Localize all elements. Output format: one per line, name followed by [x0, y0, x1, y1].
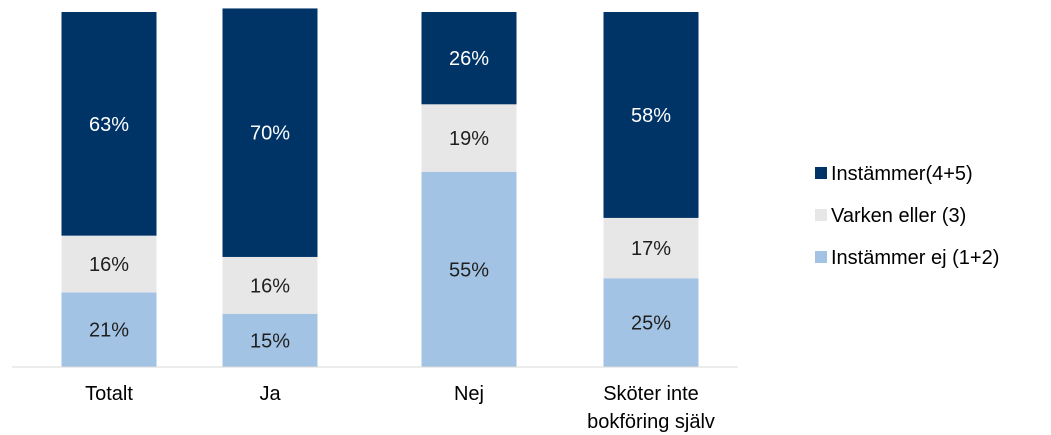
bar-segment	[61, 235, 157, 293]
bar-segment	[421, 104, 517, 172]
legend-item: Varken eller (3)	[815, 205, 966, 227]
bars-group: 21% 16% 63% 15% 16% 70% 55% 19% 26% 25% 17% 58%	[61, 8, 699, 367]
bar-segment	[421, 12, 517, 105]
bar-segment	[603, 278, 699, 367]
bar-segment	[61, 292, 157, 367]
category-label: Ja	[259, 383, 281, 405]
data-label: 25%	[631, 313, 671, 335]
data-label: 26%	[449, 48, 489, 70]
legend-label: Instämmer(4+5)	[831, 163, 973, 185]
bar-segment	[603, 217, 699, 279]
data-label: 58%	[631, 105, 671, 127]
legend-label: Instämmer ej (1+2)	[831, 247, 999, 269]
bar-segment	[222, 313, 318, 367]
legend: Instämmer(4+5) Varken eller (3) Instämmer …	[815, 163, 999, 269]
category-label: Nej	[454, 383, 484, 405]
data-label: 55%	[449, 259, 489, 281]
data-label: 15%	[250, 330, 290, 352]
data-label: 63%	[89, 114, 129, 136]
bar-segment	[603, 12, 699, 218]
bar-segment	[222, 256, 318, 314]
bar-segment	[61, 12, 157, 236]
legend-swatch	[815, 167, 827, 179]
category-label: bokföring själv	[587, 411, 715, 433]
category-label: Totalt	[85, 383, 133, 405]
data-label: 16%	[89, 254, 129, 276]
data-label: 70%	[250, 123, 290, 145]
category-label: Sköter inte	[603, 383, 699, 405]
data-label: 16%	[250, 275, 290, 297]
legend-item: Instämmer(4+5)	[815, 163, 973, 185]
legend-swatch	[815, 251, 827, 263]
data-label: 19%	[449, 128, 489, 150]
legend-label: Varken eller (3)	[831, 205, 966, 227]
legend-swatch	[815, 209, 827, 221]
bar-segment	[222, 8, 318, 257]
category-labels-group: Totalt Ja Nej Sköter inte bokföring själv	[85, 383, 715, 433]
data-label: 21%	[89, 320, 129, 342]
legend-item: Instämmer ej (1+2)	[815, 247, 999, 269]
bar-segment	[421, 171, 517, 367]
data-label: 17%	[631, 238, 671, 260]
